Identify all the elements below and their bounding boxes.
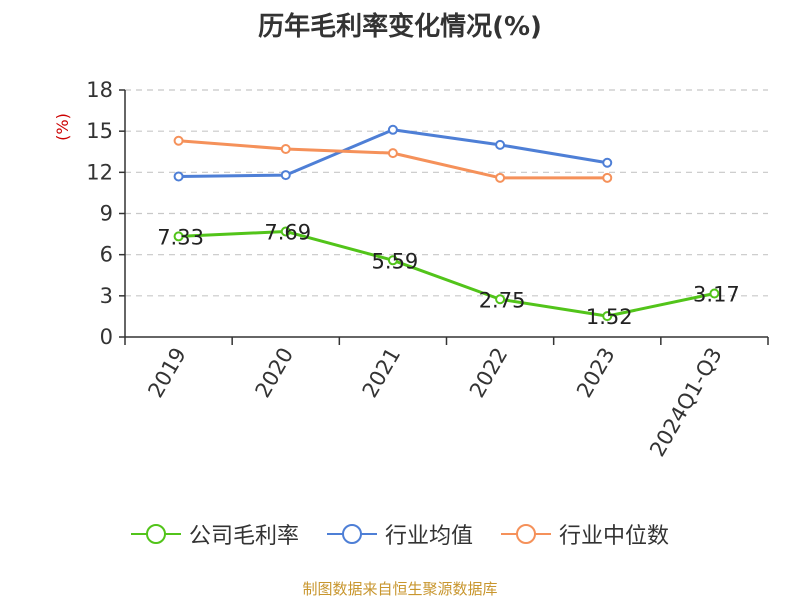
data-point: [387, 255, 398, 266]
data-point: [280, 226, 291, 237]
data-point: [173, 135, 184, 146]
legend-marker-icon: [130, 523, 181, 545]
data-point: [173, 231, 184, 242]
y-tick-label: 3: [100, 284, 113, 308]
legend-marker-icon: [501, 523, 551, 545]
legend-label: 行业中位数: [559, 524, 670, 549]
y-tick-label: 15: [86, 119, 113, 143]
data-label: 3.17: [693, 283, 740, 307]
data-point: [387, 124, 398, 135]
x-tick-label: 2021: [358, 344, 406, 402]
data-label: 1.52: [586, 305, 633, 329]
data-label: 7.33: [157, 225, 204, 249]
source-note: 制图数据来自恒生聚源数据库: [302, 580, 498, 598]
x-tick-label: 2024Q1-Q3: [645, 344, 727, 461]
legend-item[interactable]: 公司毛利率: [130, 518, 299, 550]
y-tick-label: 18: [86, 78, 113, 102]
x-tick-label: 2022: [465, 344, 513, 402]
data-point: [280, 144, 291, 155]
legend-item[interactable]: 行业均值: [326, 518, 473, 550]
x-tick-label: 2019: [143, 344, 191, 402]
data-point: [602, 172, 613, 183]
data-point: [280, 170, 291, 181]
data-point: [495, 139, 506, 150]
data-point: [709, 288, 720, 299]
legend-label: 公司毛利率: [188, 524, 299, 549]
y-tick-label: 6: [100, 243, 113, 267]
data-label: 2.75: [479, 288, 526, 312]
x-tick-label: 2023: [572, 344, 620, 402]
data-point: [173, 171, 184, 182]
data-point: [602, 157, 613, 168]
chart-title: 历年毛利率变化情况(%): [258, 12, 542, 42]
data-point: [495, 172, 506, 183]
legend-label: 行业均值: [384, 524, 473, 549]
line-chart: 0 3 6 9 12 15 18 (%) 2019 2020 2021 2022 2023 2024Q1-…: [53, 78, 769, 461]
data-point: [387, 148, 398, 159]
y-axis-label: (%): [53, 113, 72, 141]
legend-marker-icon: [326, 523, 377, 545]
data-point: [495, 294, 506, 305]
data-label: 7.69: [264, 220, 311, 244]
y-tick-label: 0: [100, 325, 113, 349]
x-tick-label: 2020: [251, 344, 299, 402]
y-tick-label: 12: [86, 160, 113, 184]
y-tick-label: 9: [100, 202, 113, 226]
legend: 公司毛利率 行业均值 行业中位数: [0, 518, 800, 550]
data-point: [602, 311, 613, 322]
data-label: 5.59: [372, 249, 419, 273]
series-line: [178, 229, 715, 318]
legend-item[interactable]: 行业中位数: [501, 518, 669, 550]
